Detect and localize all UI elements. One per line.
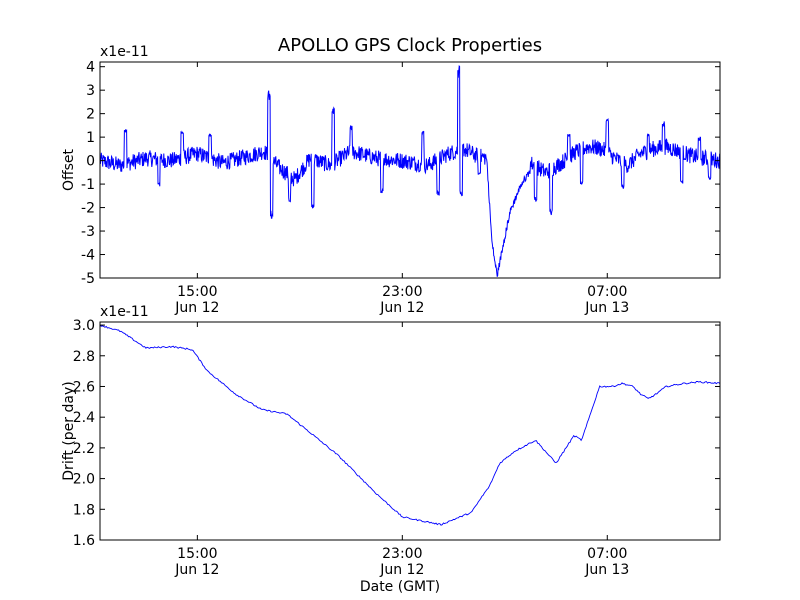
offset-ylabel: Offset [61,148,77,191]
drift-ylabel: Drift (per day) [61,381,77,480]
drift-xtick-date: Jun 12 [379,562,424,578]
drift-xtick-time: 23:00 [382,546,422,562]
drift-exponent-label: x1e-11 [100,304,149,320]
drift-xlabel: Date (GMT) [360,579,440,595]
offset-ytick-label: 3 [86,83,95,99]
drift-axes-frame [99,321,721,541]
drift-xtick-date: Jun 12 [174,562,219,578]
drift-ytick-label: 2.6 [73,379,95,395]
offset-ytick-label: -5 [81,271,95,287]
drift-ytick-label: 2.8 [73,349,95,365]
offset-xtick-time: 15:00 [177,284,217,300]
offset-xtick-date: Jun 12 [379,300,424,316]
offset-ytick-label: -2 [81,201,95,217]
offset-ytick-label: 1 [86,130,95,146]
offset-ytick-label: -3 [81,224,95,240]
drift-ytick-label: 1.6 [73,533,95,549]
chart-title: APOLLO GPS Clock Properties [278,35,542,56]
offset-xtick-date: Jun 12 [174,300,219,316]
drift-ytick-label: 2.4 [73,410,95,426]
offset-ytick-label: -4 [81,248,95,264]
drift-xtick-date: Jun 13 [584,562,629,578]
offset-xtick-time: 07:00 [587,284,627,300]
offset-ytick-label: 0 [86,154,95,170]
offset-ytick-label: -1 [81,177,95,193]
offset-ytick-label: 2 [86,107,95,123]
drift-ytick-label: 2.2 [73,441,95,457]
offset-xtick-time: 23:00 [382,284,422,300]
offset-axes-frame [99,61,721,279]
drift-xtick-time: 07:00 [587,546,627,562]
drift-series-line [100,324,720,526]
drift-xtick-time: 15:00 [177,546,217,562]
drift-ytick-label: 2.0 [73,472,95,488]
offset-series-line [100,64,720,277]
drift-ytick-label: 3.0 [73,318,95,334]
drift-ytick-label: 1.8 [73,502,95,518]
offset-ytick-label: 4 [86,60,95,76]
offset-xtick-date: Jun 13 [584,300,629,316]
offset-exponent-label: x1e-11 [100,44,149,60]
